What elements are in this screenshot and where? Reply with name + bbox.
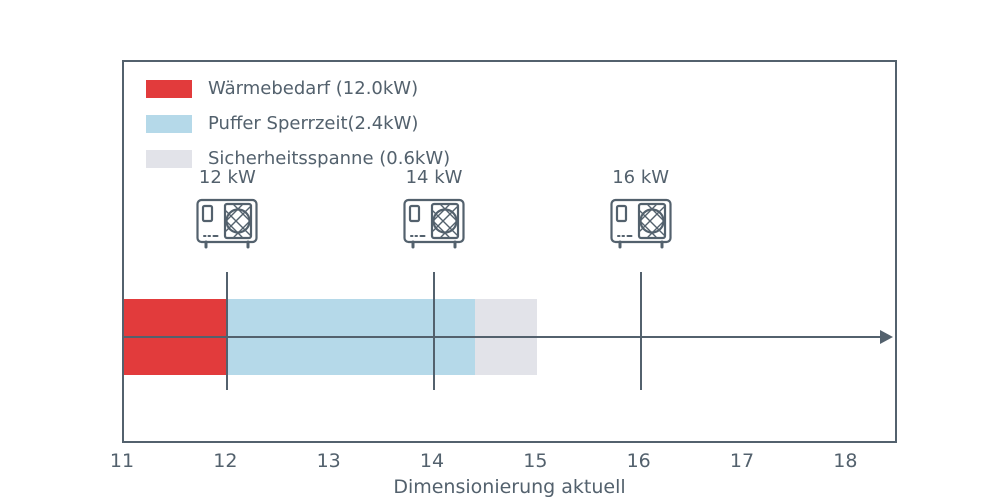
x-tick-label: 16 (626, 450, 651, 472)
marker-label-16kw: 16 kW (612, 167, 670, 188)
x-tick-label: 13 (316, 450, 341, 472)
plot-area: Wärmebedarf (12.0kW) Puffer Sperrzeit(2.… (122, 60, 897, 443)
marker-line-12kw (226, 272, 229, 390)
legend-item-waermebedarf: Wärmebedarf (12.0kW) (146, 76, 450, 102)
legend-label-waermebedarf: Wärmebedarf (12.0kW) (208, 78, 419, 99)
marker-label-12kw: 12 kW (198, 167, 256, 188)
heat-pump-icon (195, 197, 259, 249)
legend-item-sicherheitsspanne: Sicherheitsspanne (0.6kW) (146, 146, 450, 172)
x-tick-label: 15 (523, 450, 548, 472)
legend-swatch-sicherheitsspanne (146, 150, 192, 168)
legend-label-sicherheitsspanne: Sicherheitsspanne (0.6kW) (208, 148, 451, 169)
x-axis-arrow-head (880, 330, 893, 344)
marker-line-14kw (433, 272, 435, 390)
legend-label-puffer-sperrzeit: Puffer Sperrzeit(2.4kW) (208, 113, 419, 134)
x-tick-label: 17 (729, 450, 755, 472)
x-tick-label: 14 (419, 450, 445, 472)
heat-pump-icon (609, 197, 673, 249)
x-tick-label: 11 (109, 450, 135, 472)
marker-label-14kw: 14 kW (405, 167, 463, 188)
x-tick-label: 12 (213, 450, 238, 472)
legend-item-puffer-sperrzeit: Puffer Sperrzeit(2.4kW) (146, 111, 450, 137)
marker-line-16kw (639, 272, 642, 390)
heat-pump-icon (402, 197, 466, 249)
legend: Wärmebedarf (12.0kW) Puffer Sperrzeit(2.… (146, 76, 450, 172)
legend-swatch-puffer-sperrzeit (146, 115, 192, 133)
legend-swatch-waermebedarf (146, 80, 192, 98)
x-axis-arrow-line (124, 336, 882, 338)
x-axis-label: Dimensionierung aktuell (393, 476, 626, 498)
x-tick-label: 18 (833, 450, 858, 472)
